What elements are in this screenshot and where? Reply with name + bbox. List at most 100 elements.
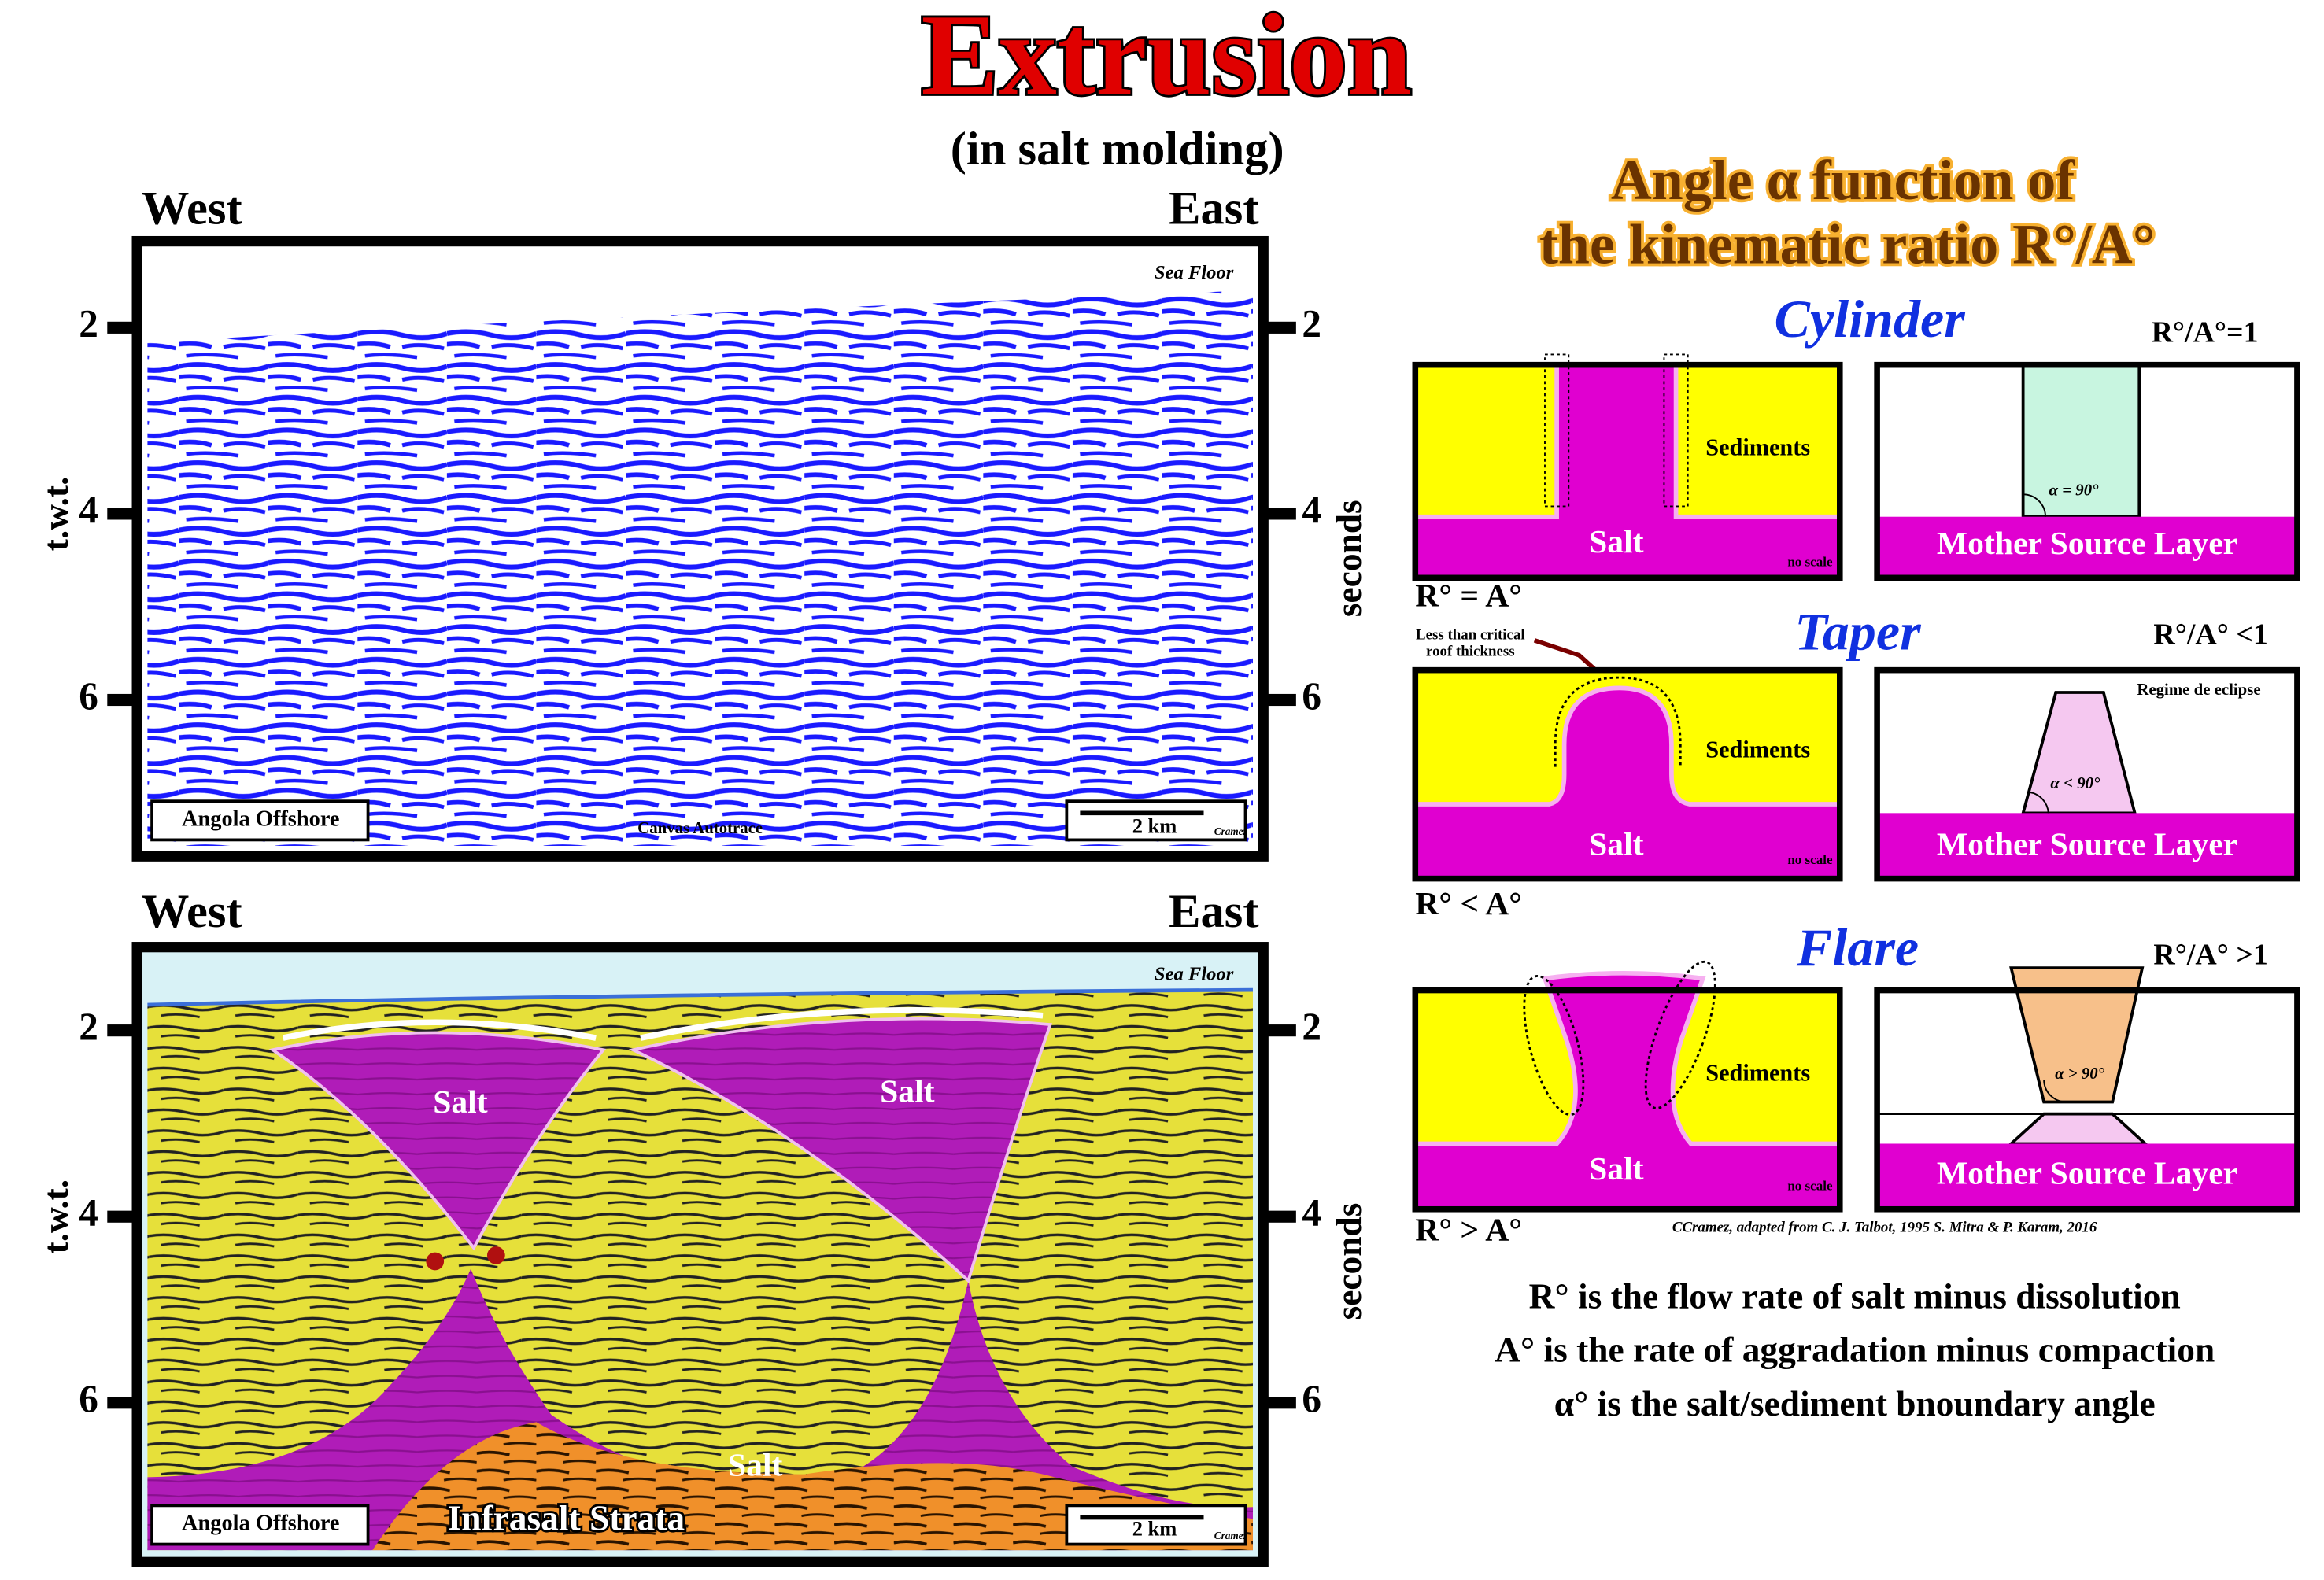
tick-mark (1263, 1210, 1296, 1223)
salt-roof (282, 1006, 1044, 1041)
salt-label: Salt (1589, 524, 1644, 560)
right-axis-label: seconds (1329, 1203, 1369, 1320)
model-title: Flare (1796, 917, 1919, 977)
diapir-shape (2021, 363, 2141, 519)
right-salt-body (628, 1017, 1053, 1284)
infrasalt-strata (372, 1422, 1253, 1551)
bottom-section: West East Sea Floor Salt Salt Salt Infra… (36, 885, 1369, 1567)
tick-label: 6 (1302, 1377, 1321, 1420)
weld-marker (486, 1246, 505, 1264)
scale-box (1065, 799, 1247, 842)
dotted-outline (1663, 353, 1689, 508)
scale-credit: Cramez (1214, 1530, 1248, 1541)
models: Angle α function of the kinematic ratio … (1412, 146, 2300, 1249)
angle-arc (2023, 493, 2046, 517)
dotted-outline (1523, 975, 1585, 1117)
scale-label: 2 km (1132, 1517, 1177, 1541)
dotted-outline (1544, 353, 1570, 508)
legend-line: R° is the flow rate of salt minus dissol… (1529, 1277, 2181, 1316)
tick-mark (107, 508, 138, 520)
salt-label: Salt (1589, 826, 1644, 862)
model-title: Taper (1794, 602, 1922, 662)
scale-label: 2 km (1132, 814, 1177, 837)
angle-arc (2029, 791, 2049, 814)
sea-floor-label: Sea Floor (1155, 963, 1234, 984)
salt-fill (1413, 685, 1842, 881)
sea-floor-line (147, 988, 1253, 1008)
source-label: Mother Source Layer (1937, 526, 2237, 562)
left-salt-body (268, 1031, 607, 1251)
weld-marker (426, 1252, 445, 1271)
source-layer (1877, 516, 2297, 578)
tick-mark (1263, 693, 1296, 707)
angle-label: α > 90° (2055, 1064, 2105, 1083)
angle-label: α < 90° (2050, 773, 2100, 792)
tick-label: 2 (1302, 1005, 1321, 1048)
no-scale: no scale (1787, 852, 1833, 867)
tick-label: 6 (79, 674, 98, 718)
title: Extrusion (921, 0, 1412, 119)
watermark: Canvas Autotrace (637, 818, 763, 837)
tick-mark (107, 693, 138, 707)
tick-mark (107, 1210, 138, 1223)
seismic-reflectors (147, 290, 1253, 846)
tick-label: 4 (79, 488, 98, 531)
west-label: West (142, 885, 242, 938)
tick-label: 2 (1302, 302, 1321, 345)
east-label: East (1169, 885, 1258, 938)
tick-label: 4 (79, 1191, 98, 1235)
tick-label: 6 (1302, 674, 1321, 718)
note: roof thickness (1426, 643, 1515, 659)
relation: R° < A° (1415, 886, 1522, 922)
sea-floor-label: Sea Floor (1155, 262, 1234, 283)
source-layer (1877, 813, 2297, 879)
note: Less than critical (1416, 626, 1525, 643)
salt-label: Salt (433, 1084, 488, 1120)
subtitle: (in salt molding) (951, 123, 1284, 175)
tick-label: 4 (1302, 488, 1321, 531)
no-scale: no scale (1787, 1178, 1833, 1193)
tick-mark (1263, 321, 1296, 334)
tick-mark (1263, 508, 1296, 520)
legend-line: α° is the salt/sediment bnoundary angle (1554, 1384, 2156, 1423)
source-layer (1877, 1143, 2297, 1209)
salt-label: Salt (1589, 1151, 1644, 1187)
relation: R° > A° (1415, 1213, 1522, 1249)
top-section: West East Sea Floor t.w.t. seconds Angol… (36, 183, 1369, 862)
model-frame (1412, 666, 1843, 882)
model-title: Cylinder (1775, 289, 1967, 349)
model-ratio: R°/A°=1 (2152, 316, 2259, 349)
scale-box (1065, 1504, 1247, 1546)
tick-mark (1263, 1397, 1296, 1409)
source-label: Mother Source Layer (1937, 826, 2237, 862)
regime-label: Regime de eclipse (2137, 680, 2260, 699)
salt-label: Salt (880, 1074, 935, 1110)
salt-fill (1413, 970, 1842, 1212)
credit: CCramez, adapted from C. J. Talbot, 1995… (1672, 1220, 2097, 1236)
tick-label: 2 (79, 1005, 98, 1048)
east-label: East (1169, 183, 1258, 235)
relation: R° = A° (1415, 578, 1522, 614)
diapir-shape (2009, 966, 2145, 1104)
west-label: West (142, 183, 242, 235)
location-box (150, 1504, 370, 1546)
left-axis-label: t.w.t. (36, 1179, 76, 1254)
scheme-frame (1874, 361, 2300, 581)
model-ratio: R°/A° >1 (2153, 939, 2267, 972)
infrasalt-label: Infrasalt Strata (448, 1499, 685, 1538)
source-label: Mother Source Layer (1937, 1156, 2237, 1192)
sediments-label: Sediments (1705, 736, 1810, 763)
left-axis-label: t.w.t. (36, 477, 76, 552)
location-label: Angola Offshore (182, 1511, 339, 1535)
sediments-label: Sediments (1705, 1059, 1810, 1086)
model-frame (1412, 361, 1843, 581)
tick-label: 6 (79, 1377, 98, 1420)
angle-label: α = 90° (2049, 480, 2100, 499)
legend-line: A° is the rate of aggradation minus comp… (1495, 1331, 2215, 1370)
sediments-label: Sediments (1705, 434, 1810, 461)
tick-mark (107, 1397, 138, 1409)
no-scale: no scale (1787, 554, 1833, 569)
model-ratio: R°/A° <1 (2153, 618, 2267, 652)
